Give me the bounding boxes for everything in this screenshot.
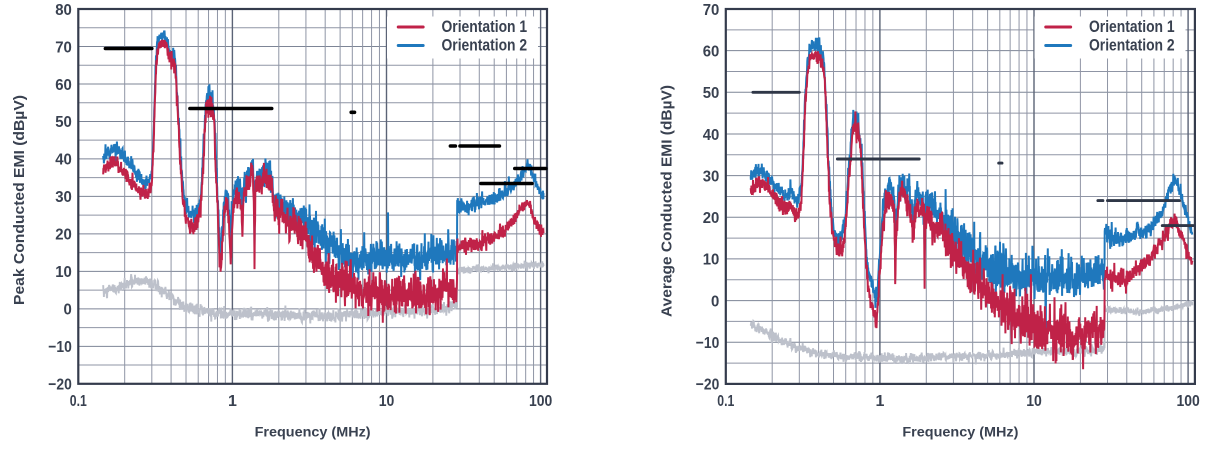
svg-text:−10: −10 xyxy=(696,335,720,352)
svg-text:−10: −10 xyxy=(48,339,72,356)
svg-text:100: 100 xyxy=(1176,393,1199,410)
svg-text:100: 100 xyxy=(529,393,552,410)
svg-text:60: 60 xyxy=(703,44,720,61)
svg-text:40: 40 xyxy=(55,152,72,169)
svg-text:Frequency (MHz): Frequency (MHz) xyxy=(902,425,1018,440)
svg-text:1: 1 xyxy=(875,393,884,410)
svg-text:10: 10 xyxy=(55,264,72,281)
svg-text:20: 20 xyxy=(55,227,72,244)
svg-text:10: 10 xyxy=(703,252,720,269)
svg-text:0: 0 xyxy=(711,293,719,310)
svg-text:10: 10 xyxy=(379,393,395,410)
svg-text:60: 60 xyxy=(55,77,72,94)
svg-text:0.1: 0.1 xyxy=(717,393,734,410)
svg-text:Peak Conducted EMI (dBµV): Peak Conducted EMI (dBµV) xyxy=(12,95,28,305)
svg-text:50: 50 xyxy=(703,85,720,102)
svg-text:80: 80 xyxy=(55,2,72,19)
svg-text:Orientation 1: Orientation 1 xyxy=(1089,18,1175,36)
svg-text:Orientation 1: Orientation 1 xyxy=(442,18,528,36)
svg-text:−20: −20 xyxy=(48,377,72,394)
svg-text:1: 1 xyxy=(228,393,237,410)
svg-text:Average Conducted EMI (dBµV): Average Conducted EMI (dBµV) xyxy=(660,85,676,317)
svg-text:Orientation 2: Orientation 2 xyxy=(442,37,528,55)
svg-text:Frequency (MHz): Frequency (MHz) xyxy=(255,425,371,440)
svg-text:50: 50 xyxy=(55,114,72,131)
svg-text:Orientation 2: Orientation 2 xyxy=(1089,37,1175,55)
svg-text:30: 30 xyxy=(55,189,72,206)
svg-text:70: 70 xyxy=(703,2,720,19)
svg-text:40: 40 xyxy=(703,127,720,144)
svg-text:30: 30 xyxy=(703,168,720,185)
svg-text:0: 0 xyxy=(64,302,72,319)
svg-text:−20: −20 xyxy=(696,377,720,394)
svg-text:70: 70 xyxy=(55,39,72,56)
svg-text:0.1: 0.1 xyxy=(70,393,87,410)
svg-text:10: 10 xyxy=(1026,393,1042,410)
svg-text:20: 20 xyxy=(703,210,720,227)
